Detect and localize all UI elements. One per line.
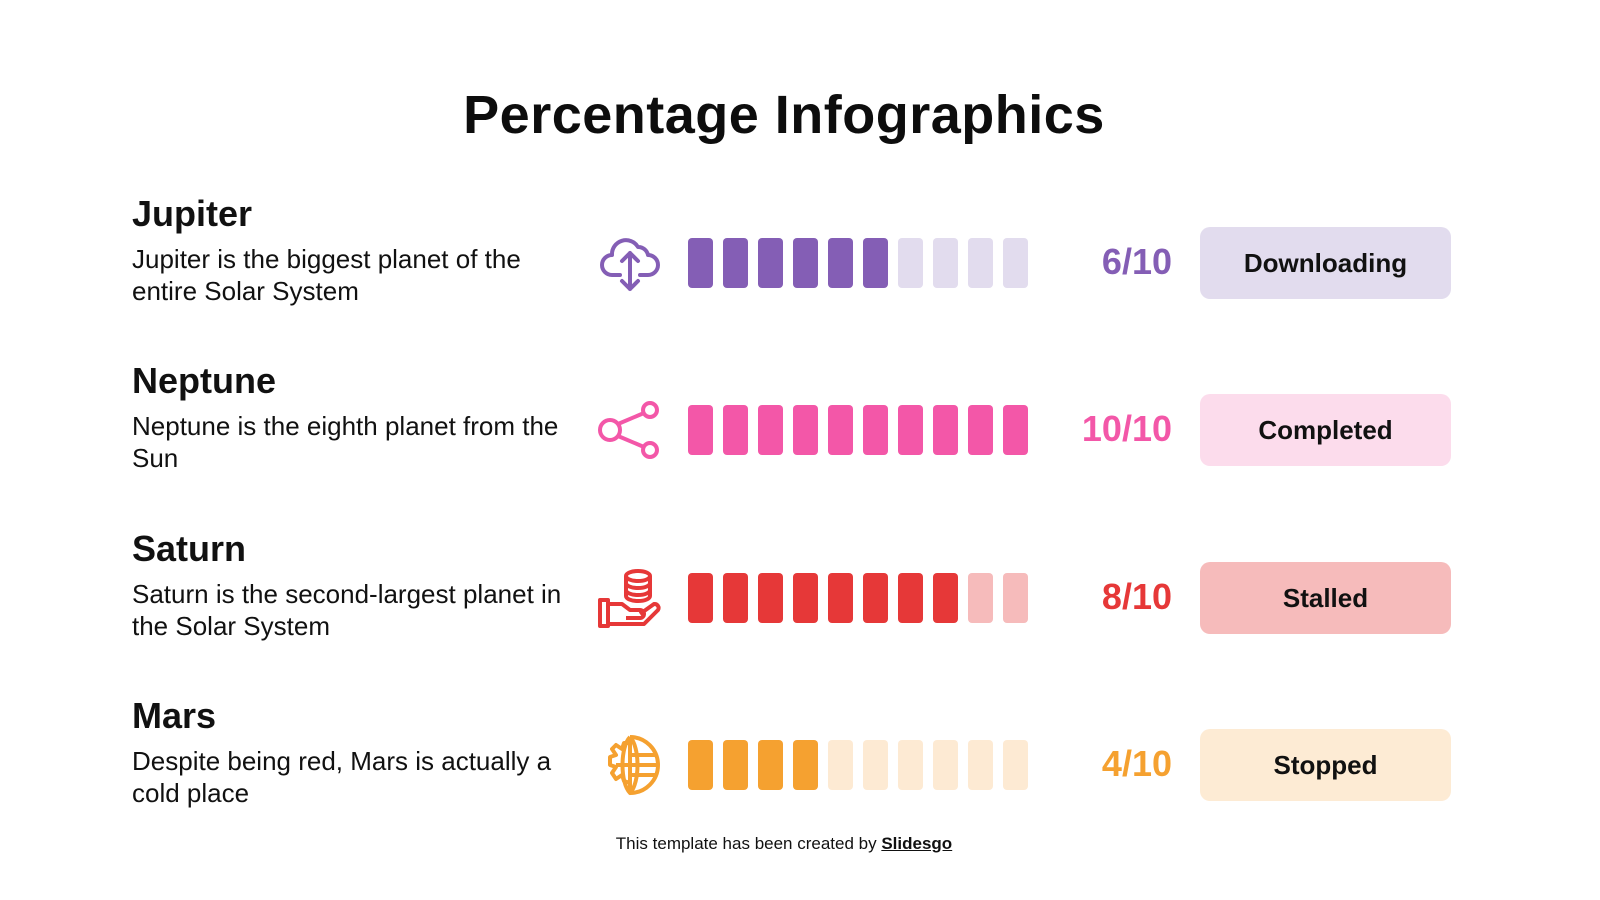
bar-segment-filled	[863, 573, 888, 623]
bar-segment-filled	[758, 405, 783, 455]
status-badge: Stopped	[1200, 729, 1451, 801]
bar-segment-filled	[933, 405, 958, 455]
row-description: Neptune is the eighth planet from the Su…	[132, 411, 559, 473]
bar-segment-filled	[828, 405, 853, 455]
bar-segment-empty	[828, 740, 853, 790]
bar-segment-filled	[688, 740, 713, 790]
footer-credit: This template has been created by Slides…	[0, 834, 1568, 854]
row-mars: Mars Despite being red, Mars is actually…	[0, 695, 1600, 855]
bar-segment-filled	[723, 740, 748, 790]
bar-segment-filled	[688, 405, 713, 455]
share-icon	[596, 396, 664, 464]
cloud-upload-download-icon	[596, 229, 664, 297]
status-badge: Downloading	[1200, 227, 1451, 299]
score-value: 6/10	[1101, 241, 1172, 282]
bar-segment-empty	[1003, 740, 1028, 790]
bar-segment-filled	[723, 238, 748, 288]
row-description: Despite being red, Mars is actually a co…	[132, 746, 552, 808]
gear-globe-icon	[596, 731, 664, 799]
bar-segment-empty	[863, 740, 888, 790]
row-description: Saturn is the second-largest planet in t…	[132, 579, 562, 641]
bar-segment-filled	[723, 405, 748, 455]
bar-segment-empty	[933, 238, 958, 288]
bar-segment-filled	[793, 573, 818, 623]
bar-segment-filled	[863, 405, 888, 455]
bar-segment-empty	[898, 238, 923, 288]
bar-segment-filled	[793, 405, 818, 455]
bar-segment-filled	[898, 573, 923, 623]
bar-segment-filled	[828, 238, 853, 288]
score-value: 8/10	[1101, 576, 1172, 617]
bar-segment-filled	[758, 573, 783, 623]
row-name: Jupiter	[132, 193, 253, 234]
row-description: Jupiter is the biggest planet of the ent…	[132, 244, 521, 306]
bar-segment-empty	[1003, 238, 1028, 288]
hand-coins-icon	[596, 564, 664, 632]
bar-segment-filled	[968, 405, 993, 455]
progress-bars	[688, 573, 1028, 623]
bar-segment-filled	[758, 238, 783, 288]
bar-segment-filled	[688, 238, 713, 288]
bar-segment-empty	[898, 740, 923, 790]
bar-segment-empty	[968, 573, 993, 623]
progress-bars	[688, 405, 1028, 455]
row-name: Mars	[132, 695, 217, 736]
score-value: 10/10	[1081, 408, 1172, 449]
bar-segment-filled	[793, 238, 818, 288]
bar-segment-filled	[723, 573, 748, 623]
status-badge: Completed	[1200, 394, 1451, 466]
bar-segment-filled	[1003, 405, 1028, 455]
status-badge: Stalled	[1200, 562, 1451, 634]
page-title: Percentage Infographics	[463, 85, 1105, 145]
bar-segment-empty	[968, 238, 993, 288]
bar-segment-filled	[758, 740, 783, 790]
bar-segment-filled	[863, 238, 888, 288]
slidesgo-link[interactable]: Slidesgo	[881, 834, 953, 853]
score-value: 4/10	[1101, 743, 1172, 784]
bar-segment-filled	[793, 740, 818, 790]
row-name: Saturn	[132, 528, 247, 569]
bar-segment-empty	[968, 740, 993, 790]
bar-segment-filled	[898, 405, 923, 455]
row-jupiter: Jupiter Jupiter is the biggest planet of…	[0, 193, 1600, 353]
bar-segment-empty	[933, 740, 958, 790]
progress-bars	[688, 740, 1028, 790]
bar-segment-filled	[933, 573, 958, 623]
footer-text: This template has been created by	[615, 834, 882, 853]
row-name: Neptune	[132, 360, 276, 401]
progress-bars	[688, 238, 1028, 288]
bar-segment-filled	[828, 573, 853, 623]
row-neptune: Neptune Neptune is the eighth planet fro…	[0, 360, 1600, 520]
row-saturn: Saturn Saturn is the second-largest plan…	[0, 528, 1600, 688]
bar-segment-filled	[688, 573, 713, 623]
bar-segment-empty	[1003, 573, 1028, 623]
